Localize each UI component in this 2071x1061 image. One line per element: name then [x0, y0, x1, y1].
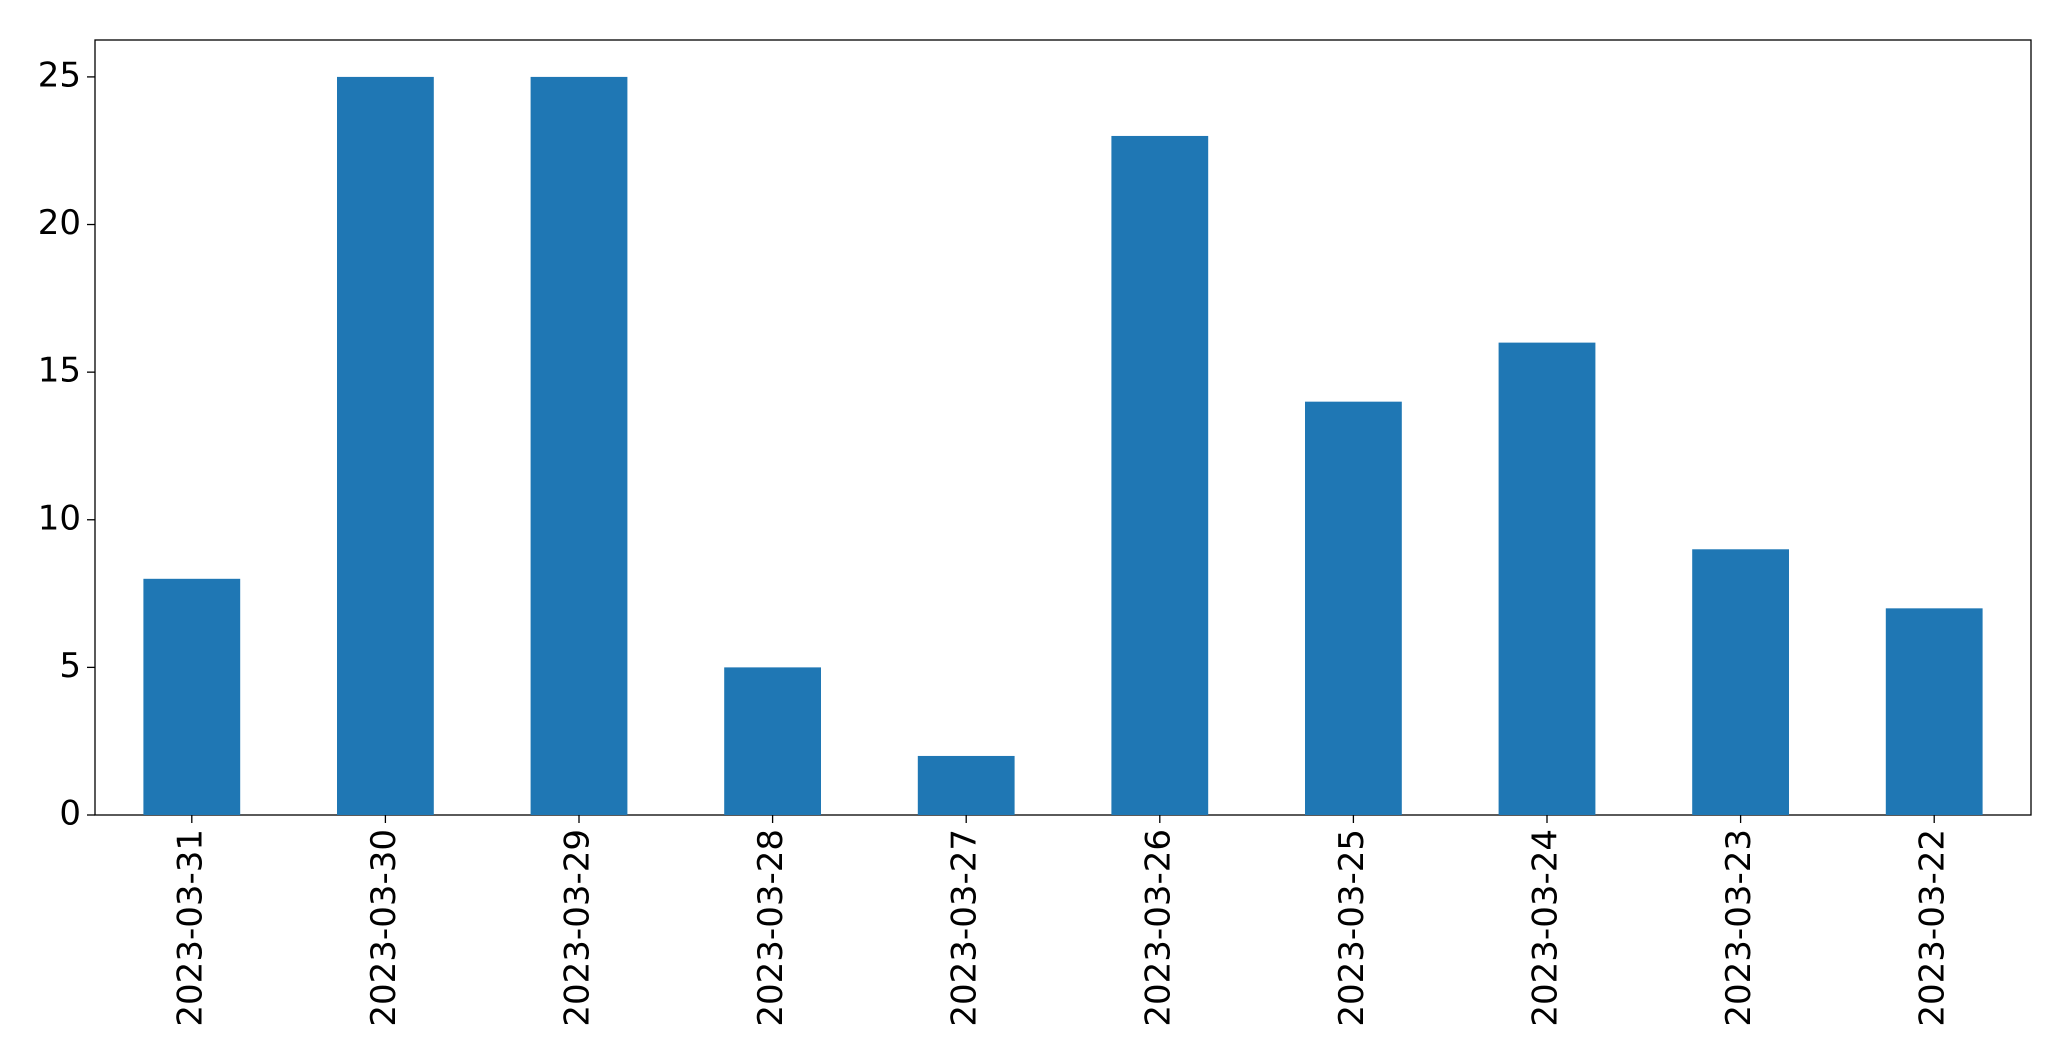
- bar: [917, 755, 1015, 815]
- x-tick-label: 2023-03-27: [945, 829, 985, 1027]
- y-tick-label: 10: [38, 498, 81, 538]
- x-tick-label: 2023-03-26: [1138, 829, 1178, 1027]
- x-tick-label: 2023-03-30: [364, 829, 404, 1027]
- y-tick-label: 15: [38, 351, 81, 391]
- x-tick-label: 2023-03-24: [1526, 829, 1566, 1027]
- bar: [1111, 135, 1209, 815]
- y-tick-label: 5: [59, 646, 81, 686]
- y-tick-label: 20: [38, 203, 81, 243]
- bar: [1305, 401, 1402, 815]
- bar: [143, 578, 241, 815]
- x-tick-label: 2023-03-31: [170, 829, 210, 1027]
- x-tick-label: 2023-03-28: [751, 829, 791, 1027]
- bar: [1498, 342, 1596, 815]
- bar: [530, 76, 628, 815]
- x-tick-label: 2023-03-23: [1719, 829, 1759, 1027]
- bar: [1692, 549, 1789, 815]
- y-tick-label: 0: [59, 794, 81, 834]
- plot-frame: [94, 39, 2032, 816]
- bar: [724, 667, 821, 815]
- bar: [1885, 608, 1983, 815]
- x-tick-label: 2023-03-22: [1913, 829, 1953, 1027]
- bar: [337, 76, 434, 815]
- x-tick-label: 2023-03-25: [1332, 829, 1372, 1027]
- x-tick-label: 2023-03-29: [558, 829, 598, 1027]
- y-tick-label: 25: [38, 55, 81, 95]
